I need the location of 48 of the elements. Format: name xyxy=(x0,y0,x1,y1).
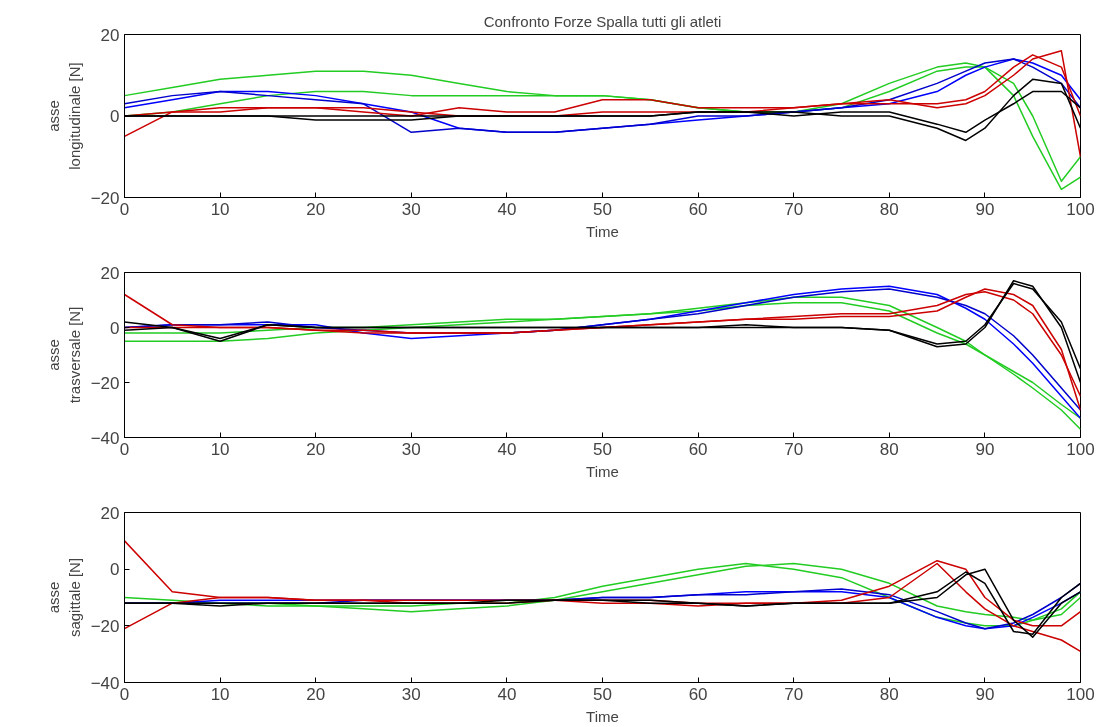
y-tick-label: −40 xyxy=(90,673,120,693)
x-tick-label: 100 xyxy=(1066,199,1095,219)
x-tick-label: 60 xyxy=(688,199,708,219)
y-axis-title: asse trasversale [N] xyxy=(45,306,83,404)
x-tick-label: 70 xyxy=(784,439,804,459)
y-tick-label: 20 xyxy=(100,25,120,45)
y-tick-label: −40 xyxy=(90,428,120,448)
x-axis-title: Time xyxy=(586,462,619,480)
x-tick-label: 90 xyxy=(975,684,995,704)
x-axis-title: Time xyxy=(586,222,619,240)
x-tick-label: 50 xyxy=(593,439,612,459)
x-tick-label: 50 xyxy=(593,684,612,704)
x-tick-label: 20 xyxy=(306,199,326,219)
x-tick-label: 30 xyxy=(401,684,421,704)
x-tick-label: 20 xyxy=(306,684,326,704)
x-tick-label: 60 xyxy=(688,684,708,704)
x-tick-label: 10 xyxy=(210,439,230,459)
y-tick-label: 0 xyxy=(110,560,120,580)
x-tick-label: 90 xyxy=(975,199,995,219)
x-tick-label: 70 xyxy=(784,684,804,704)
y-tick-label: 0 xyxy=(110,107,120,126)
x-tick-label: 50 xyxy=(593,199,612,219)
x-tick-label: 10 xyxy=(210,199,230,219)
x-tick-label: 80 xyxy=(879,199,899,219)
x-tick-label: 100 xyxy=(1066,439,1095,459)
x-tick-label: 30 xyxy=(401,439,421,459)
y-tick-label: −20 xyxy=(90,188,120,208)
x-tick-label: 10 xyxy=(210,684,230,704)
y-axis-title: asse longitudinale [N] xyxy=(45,62,83,170)
x-tick-label: 70 xyxy=(784,199,804,219)
x-tick-label: 100 xyxy=(1066,684,1095,704)
y-tick-label: 0 xyxy=(110,318,120,338)
y-tick-label: 20 xyxy=(100,503,120,523)
x-tick-label: 80 xyxy=(879,684,899,704)
y-axis-title: asse sagittale [N] xyxy=(45,557,83,638)
x-tick-label: 80 xyxy=(879,439,899,459)
x-tick-label: 40 xyxy=(497,684,517,704)
x-tick-label: 60 xyxy=(688,439,708,459)
x-tick-label: 20 xyxy=(306,439,326,459)
x-tick-label: 90 xyxy=(975,439,995,459)
y-tick-label: −20 xyxy=(90,373,120,393)
y-tick-label: 20 xyxy=(100,263,120,283)
chart-title: Confronto Forze Spalla tutti gli atleti xyxy=(483,12,722,30)
x-axis-title: Time xyxy=(586,707,619,725)
x-tick-label: 40 xyxy=(497,199,517,219)
y-tick-label: −20 xyxy=(90,616,120,636)
x-tick-label: 40 xyxy=(497,439,517,459)
x-tick-label: 30 xyxy=(401,199,421,219)
